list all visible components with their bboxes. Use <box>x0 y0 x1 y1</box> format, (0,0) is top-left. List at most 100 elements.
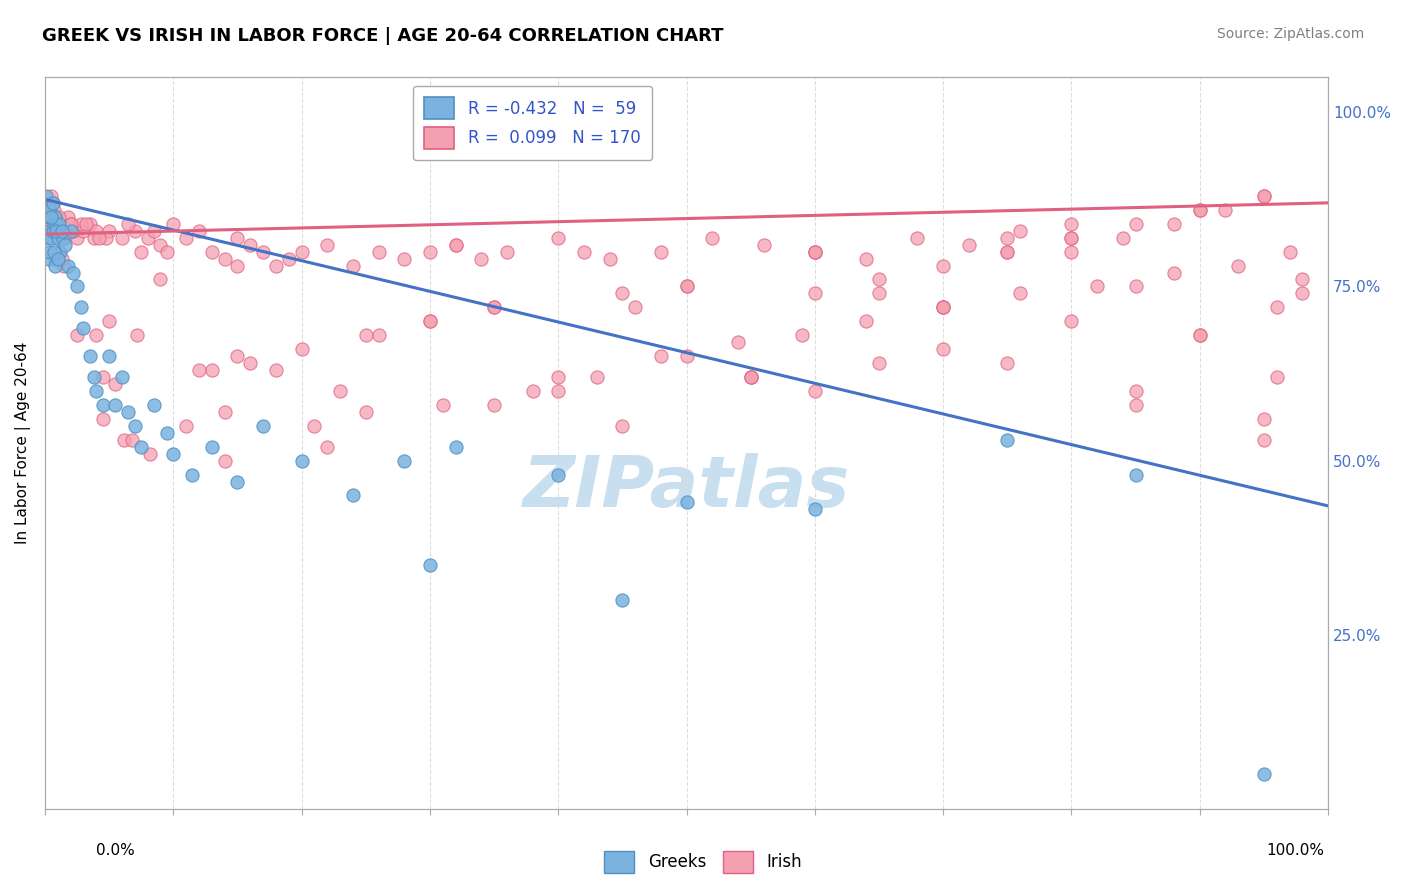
Legend: R = -0.432   N =  59, R =  0.099   N = 170: R = -0.432 N = 59, R = 0.099 N = 170 <box>413 86 652 161</box>
Point <box>804 286 827 301</box>
Point <box>38 210 60 224</box>
Point <box>740 370 762 384</box>
Point <box>124 418 146 433</box>
Point <box>98 314 121 328</box>
Point <box>62 266 84 280</box>
Point <box>304 418 326 433</box>
Point <box>49 224 72 238</box>
Point <box>290 453 312 467</box>
Point <box>72 224 94 238</box>
Point <box>38 252 60 266</box>
Point <box>62 224 84 238</box>
Point <box>1215 202 1237 217</box>
Point <box>96 230 118 244</box>
Point <box>41 224 63 238</box>
Point <box>59 224 82 238</box>
Point <box>42 244 65 259</box>
Point <box>1188 202 1211 217</box>
Point <box>66 328 89 343</box>
Point <box>127 328 149 343</box>
Point <box>1265 301 1288 315</box>
Point <box>104 398 127 412</box>
Point <box>55 237 77 252</box>
Point <box>226 259 249 273</box>
Point <box>354 328 377 343</box>
Point <box>804 244 827 259</box>
Point <box>162 217 184 231</box>
Point <box>174 230 197 244</box>
Point <box>98 349 121 363</box>
Point <box>139 447 162 461</box>
Point <box>907 230 929 244</box>
Point <box>1060 230 1083 244</box>
Point <box>37 230 59 244</box>
Point <box>495 244 517 259</box>
Point <box>547 230 569 244</box>
Point <box>995 244 1018 259</box>
Point <box>1188 328 1211 343</box>
Point <box>419 314 441 328</box>
Point <box>585 370 607 384</box>
Point <box>46 230 69 244</box>
Point <box>42 210 65 224</box>
Point <box>187 224 209 238</box>
Point <box>1085 279 1108 293</box>
Point <box>419 314 441 328</box>
Point <box>117 217 139 231</box>
Point <box>1163 266 1185 280</box>
Point <box>1010 224 1032 238</box>
Point <box>44 224 66 238</box>
Point <box>42 202 65 217</box>
Point <box>226 230 249 244</box>
Point <box>51 224 73 238</box>
Text: 0.0%: 0.0% <box>96 843 135 858</box>
Point <box>264 259 287 273</box>
Text: GREEK VS IRISH IN LABOR FORCE | AGE 20-64 CORRELATION CHART: GREEK VS IRISH IN LABOR FORCE | AGE 20-6… <box>42 27 724 45</box>
Point <box>1278 244 1301 259</box>
Point <box>214 252 236 266</box>
Point <box>1265 370 1288 384</box>
Point <box>444 440 467 454</box>
Point <box>316 237 339 252</box>
Point <box>675 495 697 509</box>
Point <box>1060 314 1083 328</box>
Point <box>44 259 66 273</box>
Point <box>75 217 97 231</box>
Point <box>79 349 101 363</box>
Point <box>49 244 72 259</box>
Point <box>239 237 262 252</box>
Point <box>83 370 105 384</box>
Point <box>156 244 179 259</box>
Point <box>59 217 82 231</box>
Point <box>995 356 1018 370</box>
Point <box>56 210 79 224</box>
Point <box>124 224 146 238</box>
Point <box>84 384 107 398</box>
Point <box>1227 259 1250 273</box>
Point <box>45 224 67 238</box>
Point <box>1253 767 1275 781</box>
Point <box>149 237 172 252</box>
Point <box>87 230 110 244</box>
Point <box>702 230 724 244</box>
Point <box>316 440 339 454</box>
Point <box>740 370 762 384</box>
Point <box>187 363 209 377</box>
Point <box>79 217 101 231</box>
Point <box>612 286 634 301</box>
Point <box>932 342 955 356</box>
Point <box>114 433 136 447</box>
Point <box>174 418 197 433</box>
Point <box>226 349 249 363</box>
Point <box>957 237 980 252</box>
Point <box>39 224 62 238</box>
Point <box>470 252 492 266</box>
Point <box>1125 217 1147 231</box>
Point <box>201 363 224 377</box>
Point <box>1188 328 1211 343</box>
Point <box>675 349 697 363</box>
Point <box>45 224 67 238</box>
Point <box>572 244 595 259</box>
Point <box>855 252 877 266</box>
Point <box>129 440 152 454</box>
